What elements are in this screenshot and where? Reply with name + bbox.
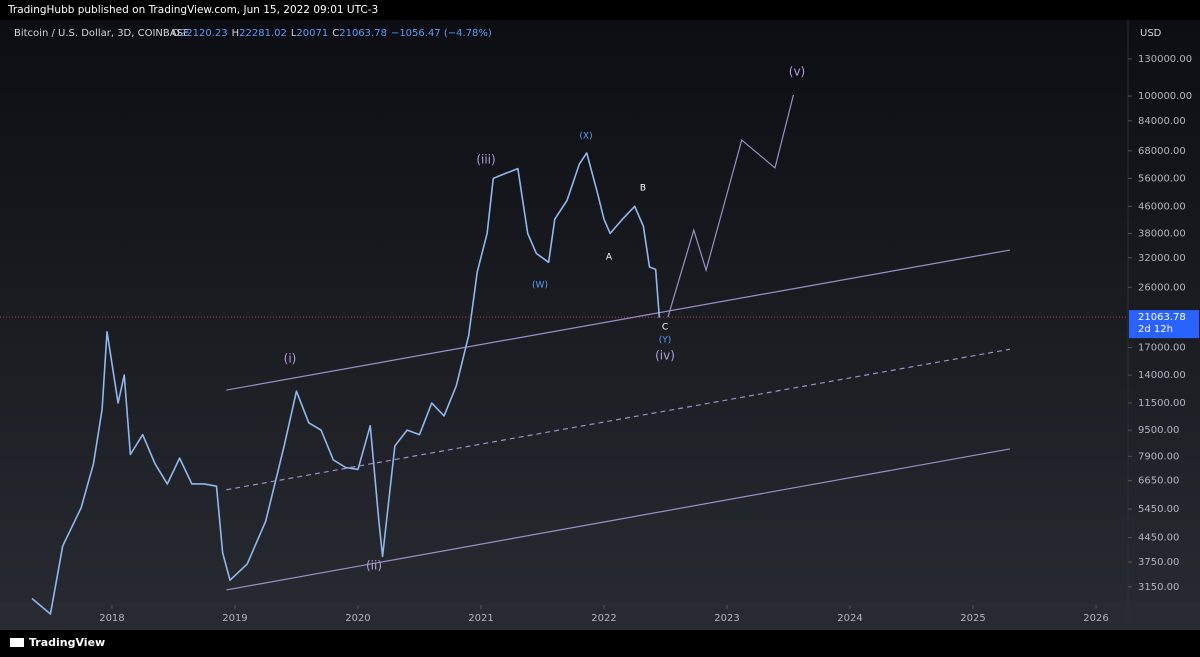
x-tick-label: 2025 [960,613,985,624]
x-tick-label: 2019 [222,613,247,624]
change: −1056.47 (−4.78%) [391,28,492,39]
y-tick-label: 68000.00 [1138,146,1186,157]
y-tick-label: 46000.00 [1138,201,1186,212]
wave-label: (W) [532,281,548,291]
y-tick-label: 5450.00 [1138,504,1179,515]
wave-label: (ii) [366,559,382,573]
ohlc-label: O [172,28,180,39]
drawing-line [226,448,1011,591]
ohlc-value: 22281.02 [239,28,287,39]
wave-label: (v) [789,65,805,79]
wave-label: (iv) [655,349,675,363]
y-tick-label: 11500.00 [1138,398,1186,409]
x-tick-label: 2018 [99,613,124,624]
footer-bar [0,630,1200,657]
symbol: Bitcoin / U.S. Dollar, 3D, COINBASE [14,28,189,39]
y-tick-label: 7900.00 [1138,451,1179,462]
currency: USD [1140,28,1162,39]
y-tick-label: 84000.00 [1138,116,1186,127]
last-price: 21063.78 [1138,312,1186,323]
drawing-line [226,348,1011,491]
y-tick-label: 6650.00 [1138,476,1179,487]
price-line [31,152,661,615]
y-tick-label: 4450.00 [1138,533,1179,544]
y-tick-label: 3750.00 [1138,557,1179,568]
footer: TradingView [29,636,105,649]
y-tick-label: 38000.00 [1138,228,1186,239]
logo [10,638,24,647]
header: TradingHubb published on TradingView.com… [7,4,378,16]
y-tick-label: 56000.00 [1138,173,1186,184]
y-tick-label: 3150.00 [1138,582,1179,593]
wave-label: (Y) [659,336,672,346]
ohlc: O22120.23 H22281.02 L20071 C21063.78 −1056.4… [172,28,492,39]
drawing-line [667,94,794,318]
wave-label: (i) [284,352,297,366]
y-tick-label: 130000.00 [1138,54,1192,65]
y-tick-label: 14000.00 [1138,370,1186,381]
wave-label: (iii) [476,153,495,167]
wave-label: B [640,184,646,194]
ohlc-label: H [232,28,240,39]
x-tick-label: 2026 [1083,613,1108,624]
drawing-line [226,249,1011,391]
y-tick-label: 9500.00 [1138,425,1179,436]
x-tick-label: 2021 [468,613,493,624]
ohlc-value: 22120.23 [180,28,228,39]
ohlc-label: L [291,28,297,39]
y-tick-label: 32000.00 [1138,253,1186,264]
ohlc-label: C [332,28,339,39]
x-tick-label: 2022 [591,613,616,624]
ohlc-value: 21063.78 [339,28,387,39]
wave-label: (X) [579,132,592,142]
x-tick-label: 2023 [714,613,739,624]
header-bar [0,0,1200,20]
y-tick-label: 26000.00 [1138,282,1186,293]
x-tick-label: 2020 [345,613,370,624]
y-tick-label: 17000.00 [1138,343,1186,354]
wave-label: A [606,253,613,263]
wave-label: C [662,323,668,333]
countdown: 2d 12h [1138,324,1173,335]
y-tick-label: 100000.00 [1138,91,1192,102]
x-tick-label: 2024 [837,613,862,624]
last-price-box [1129,310,1199,339]
ohlc-value: 20071 [296,28,328,39]
